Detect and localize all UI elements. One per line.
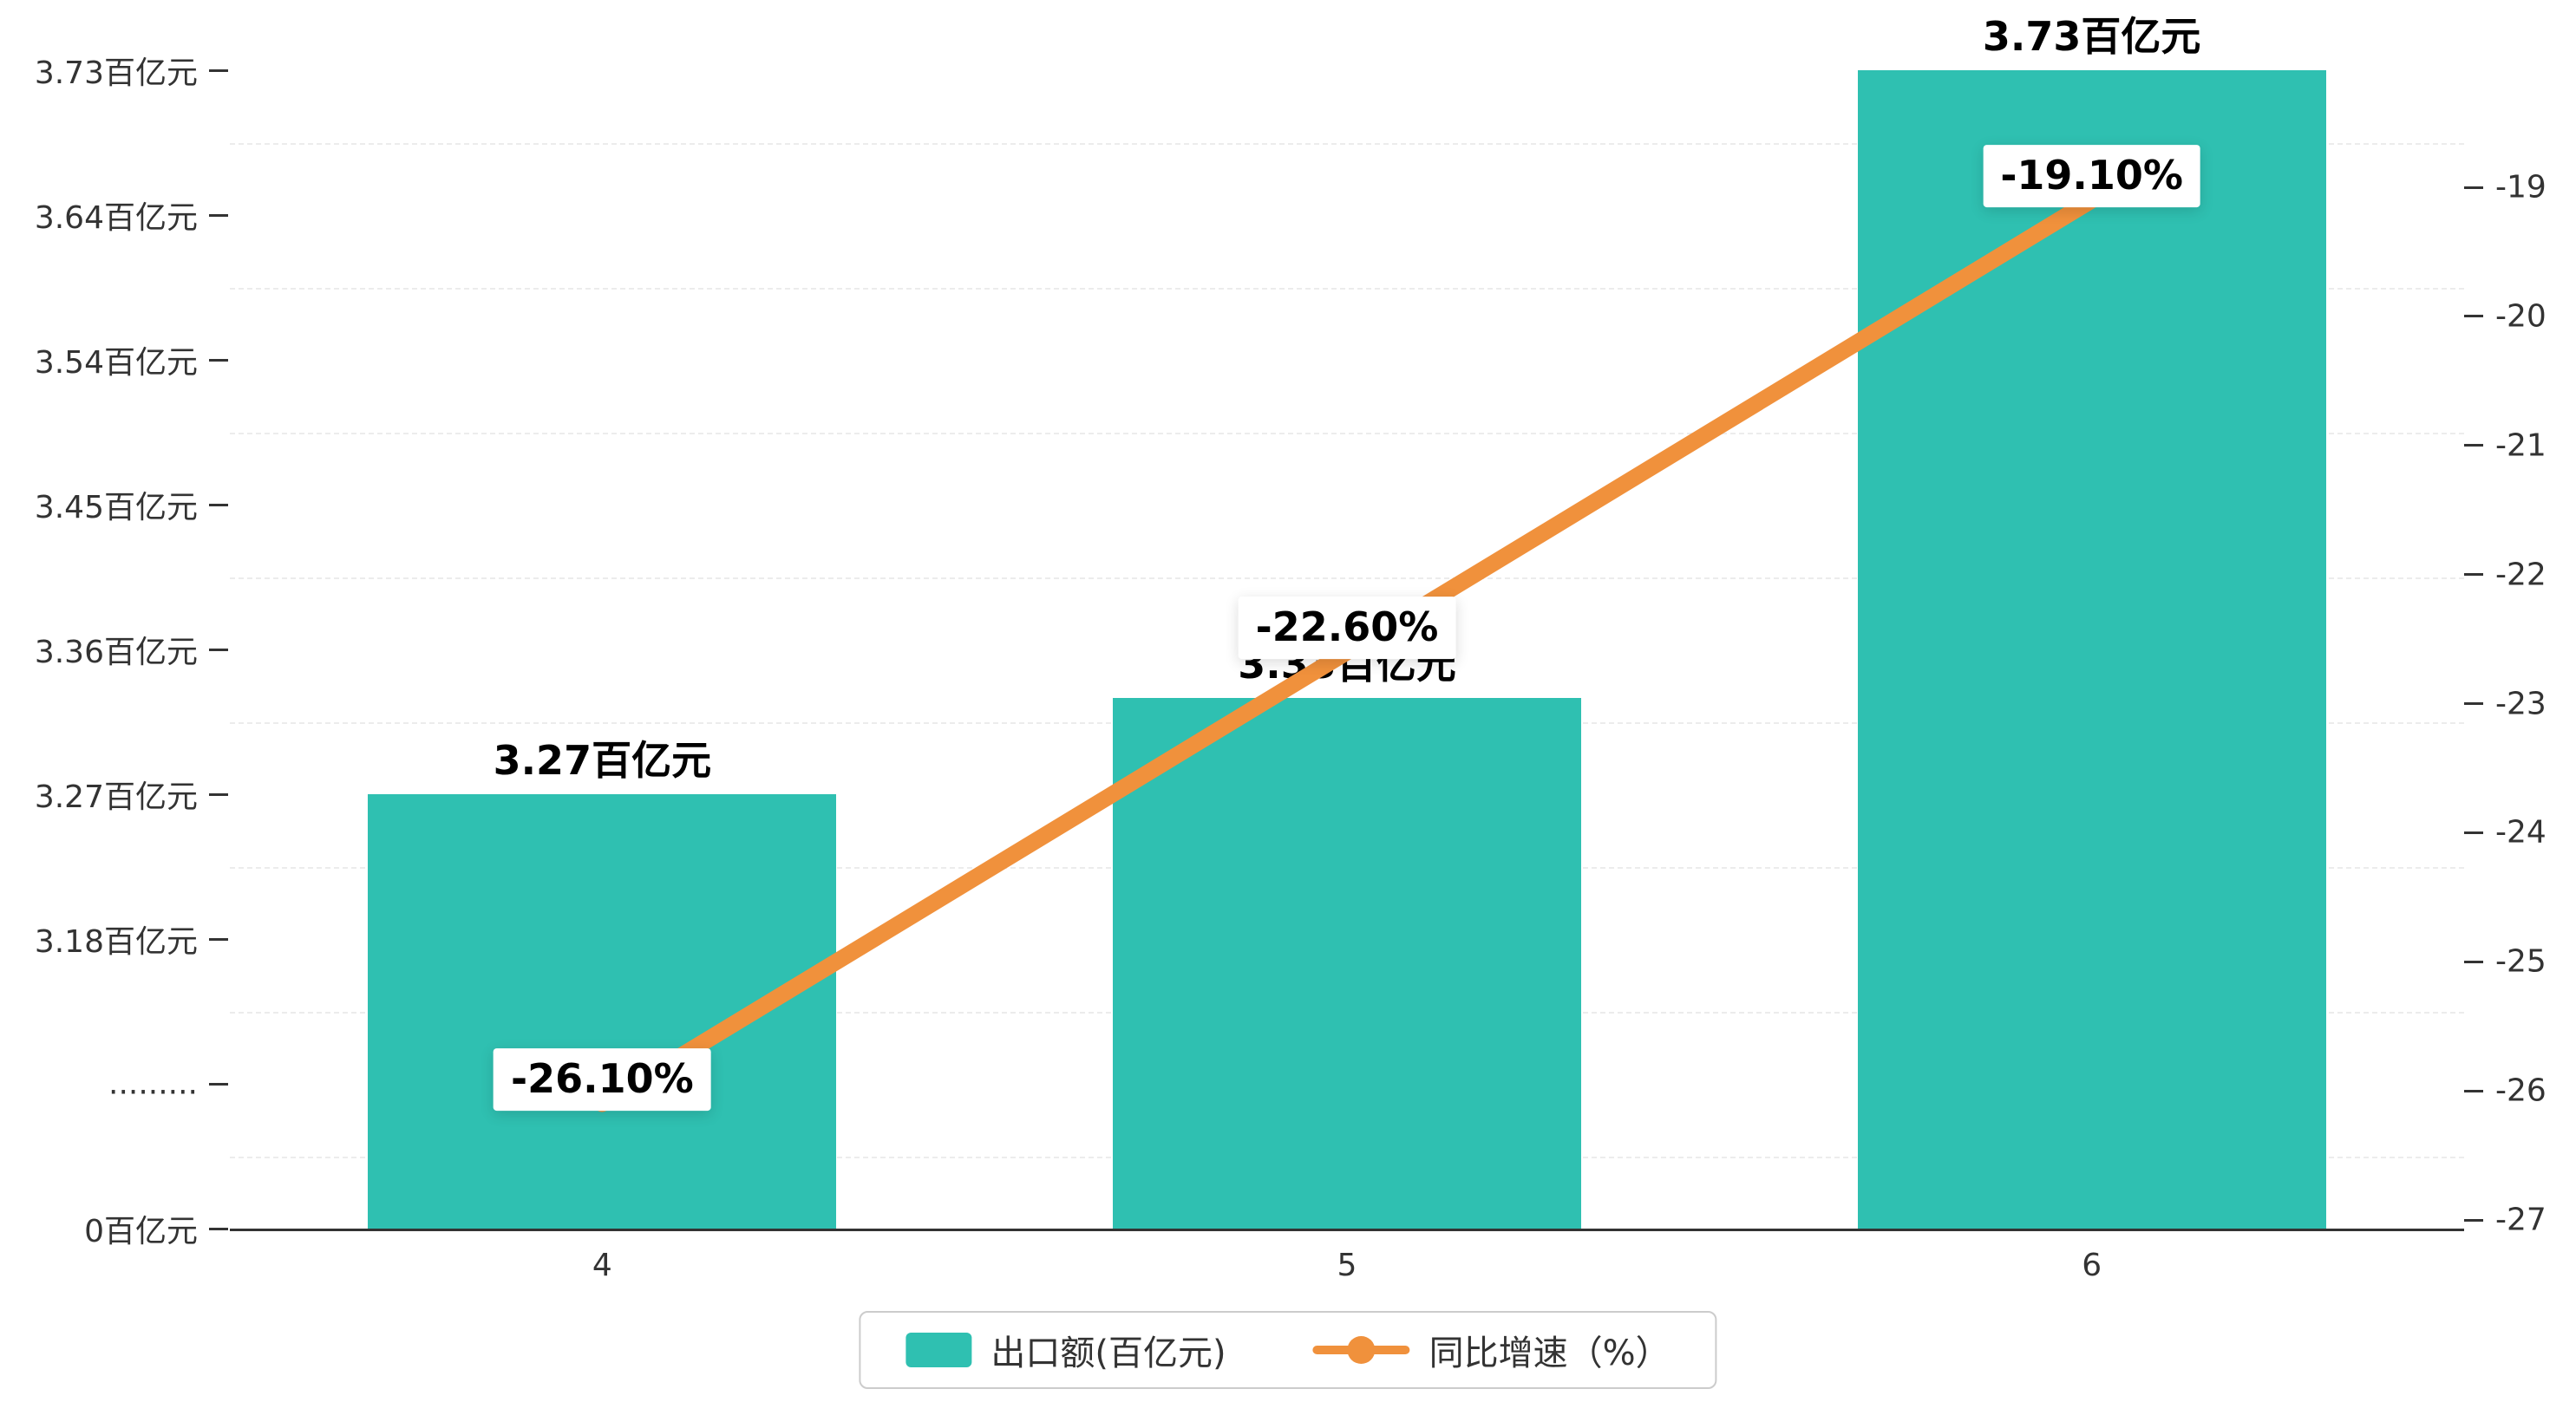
x-axis-label-month-6: 6 xyxy=(2082,1248,2102,1283)
right-axis-tick-label: -21 xyxy=(2495,427,2547,464)
left-axis-tick-mark xyxy=(209,503,228,506)
legend-item-label: 出口额(百亿元) xyxy=(991,1333,1226,1373)
right-axis-tick-label: -19 xyxy=(2495,169,2547,205)
right-axis-tick-label: -22 xyxy=(2495,557,2547,593)
legend: 出口额(百亿元) 同比增速（%） xyxy=(859,1311,1717,1389)
right-axis-tick-label: -26 xyxy=(2495,1073,2547,1109)
gridline xyxy=(230,287,2464,290)
right-axis-tick-label: -24 xyxy=(2495,814,2547,851)
right-axis-tick-label: -20 xyxy=(2495,298,2547,335)
left-axis-tick-mark xyxy=(209,213,228,217)
legend-bar-swatch-icon xyxy=(906,1333,972,1367)
left-axis-tick-mark xyxy=(209,648,228,651)
left-axis-tick-label: 3.45百亿元 xyxy=(34,490,198,525)
x-axis-label-month-4: 4 xyxy=(592,1248,612,1283)
gridline xyxy=(230,142,2464,145)
export-bar-month-6[interactable] xyxy=(1857,70,2326,1229)
left-axis-tick-label: 0百亿元 xyxy=(84,1214,198,1249)
left-axis-tick-mark xyxy=(209,68,228,72)
right-axis-tick-mark xyxy=(2464,1089,2483,1092)
left-axis-tick-mark xyxy=(209,792,228,796)
legend-item-growth[interactable]: 同比增速（%） xyxy=(1312,1325,1670,1375)
right-axis-tick-mark xyxy=(2464,444,2483,447)
right-axis-tick-label: -23 xyxy=(2495,686,2547,721)
x-axis-line xyxy=(230,1229,2464,1231)
left-axis-tick-mark xyxy=(209,1227,228,1230)
growth-rate-label: -22.60% xyxy=(1238,597,1456,659)
right-axis-tick-mark xyxy=(2464,315,2483,318)
bar-value-label: 3.27百亿元 xyxy=(479,734,726,789)
right-axis-tick-mark xyxy=(2464,831,2483,834)
right-axis-tick-mark xyxy=(2464,186,2483,189)
left-axis-tick-label: 3.27百亿元 xyxy=(34,779,198,815)
legend-line-dot-icon xyxy=(1347,1336,1376,1364)
left-axis-tick-label: 3.18百亿元 xyxy=(34,924,198,960)
left-axis-tick-label: 3.64百亿元 xyxy=(34,200,198,236)
left-axis-tick-label: 3.36百亿元 xyxy=(34,635,198,670)
left-axis-tick-mark xyxy=(209,937,228,941)
right-axis-tick-mark xyxy=(2464,960,2483,963)
left-axis-tick-label: ......... xyxy=(108,1066,198,1102)
right-axis-tick-label: -25 xyxy=(2495,943,2547,980)
legend-item-label: 同比增速（%） xyxy=(1429,1333,1670,1373)
growth-rate-label: -26.10% xyxy=(493,1048,711,1111)
left-axis-tick-label: 3.73百亿元 xyxy=(34,55,198,91)
left-axis-tick-label: 3.54百亿元 xyxy=(34,345,198,381)
right-axis-tick-mark xyxy=(2464,1218,2483,1222)
right-axis-tick-mark xyxy=(2464,702,2483,705)
left-axis-tick-mark xyxy=(209,358,228,362)
legend-line-marker-icon xyxy=(1312,1336,1410,1364)
legend-item-export[interactable]: 出口额(百亿元) xyxy=(906,1325,1226,1375)
right-axis-tick-mark xyxy=(2464,573,2483,577)
right-axis-tick-label: -27 xyxy=(2495,1202,2547,1238)
x-axis-label-month-5: 5 xyxy=(1337,1248,1357,1283)
gridline xyxy=(230,432,2464,434)
gridline xyxy=(230,577,2464,579)
bar-value-label: 3.73百亿元 xyxy=(1968,10,2215,65)
left-axis-tick-mark xyxy=(209,1082,228,1086)
export-bar-month-5[interactable] xyxy=(1113,697,1581,1229)
growth-rate-label: -19.10% xyxy=(1983,144,2200,207)
